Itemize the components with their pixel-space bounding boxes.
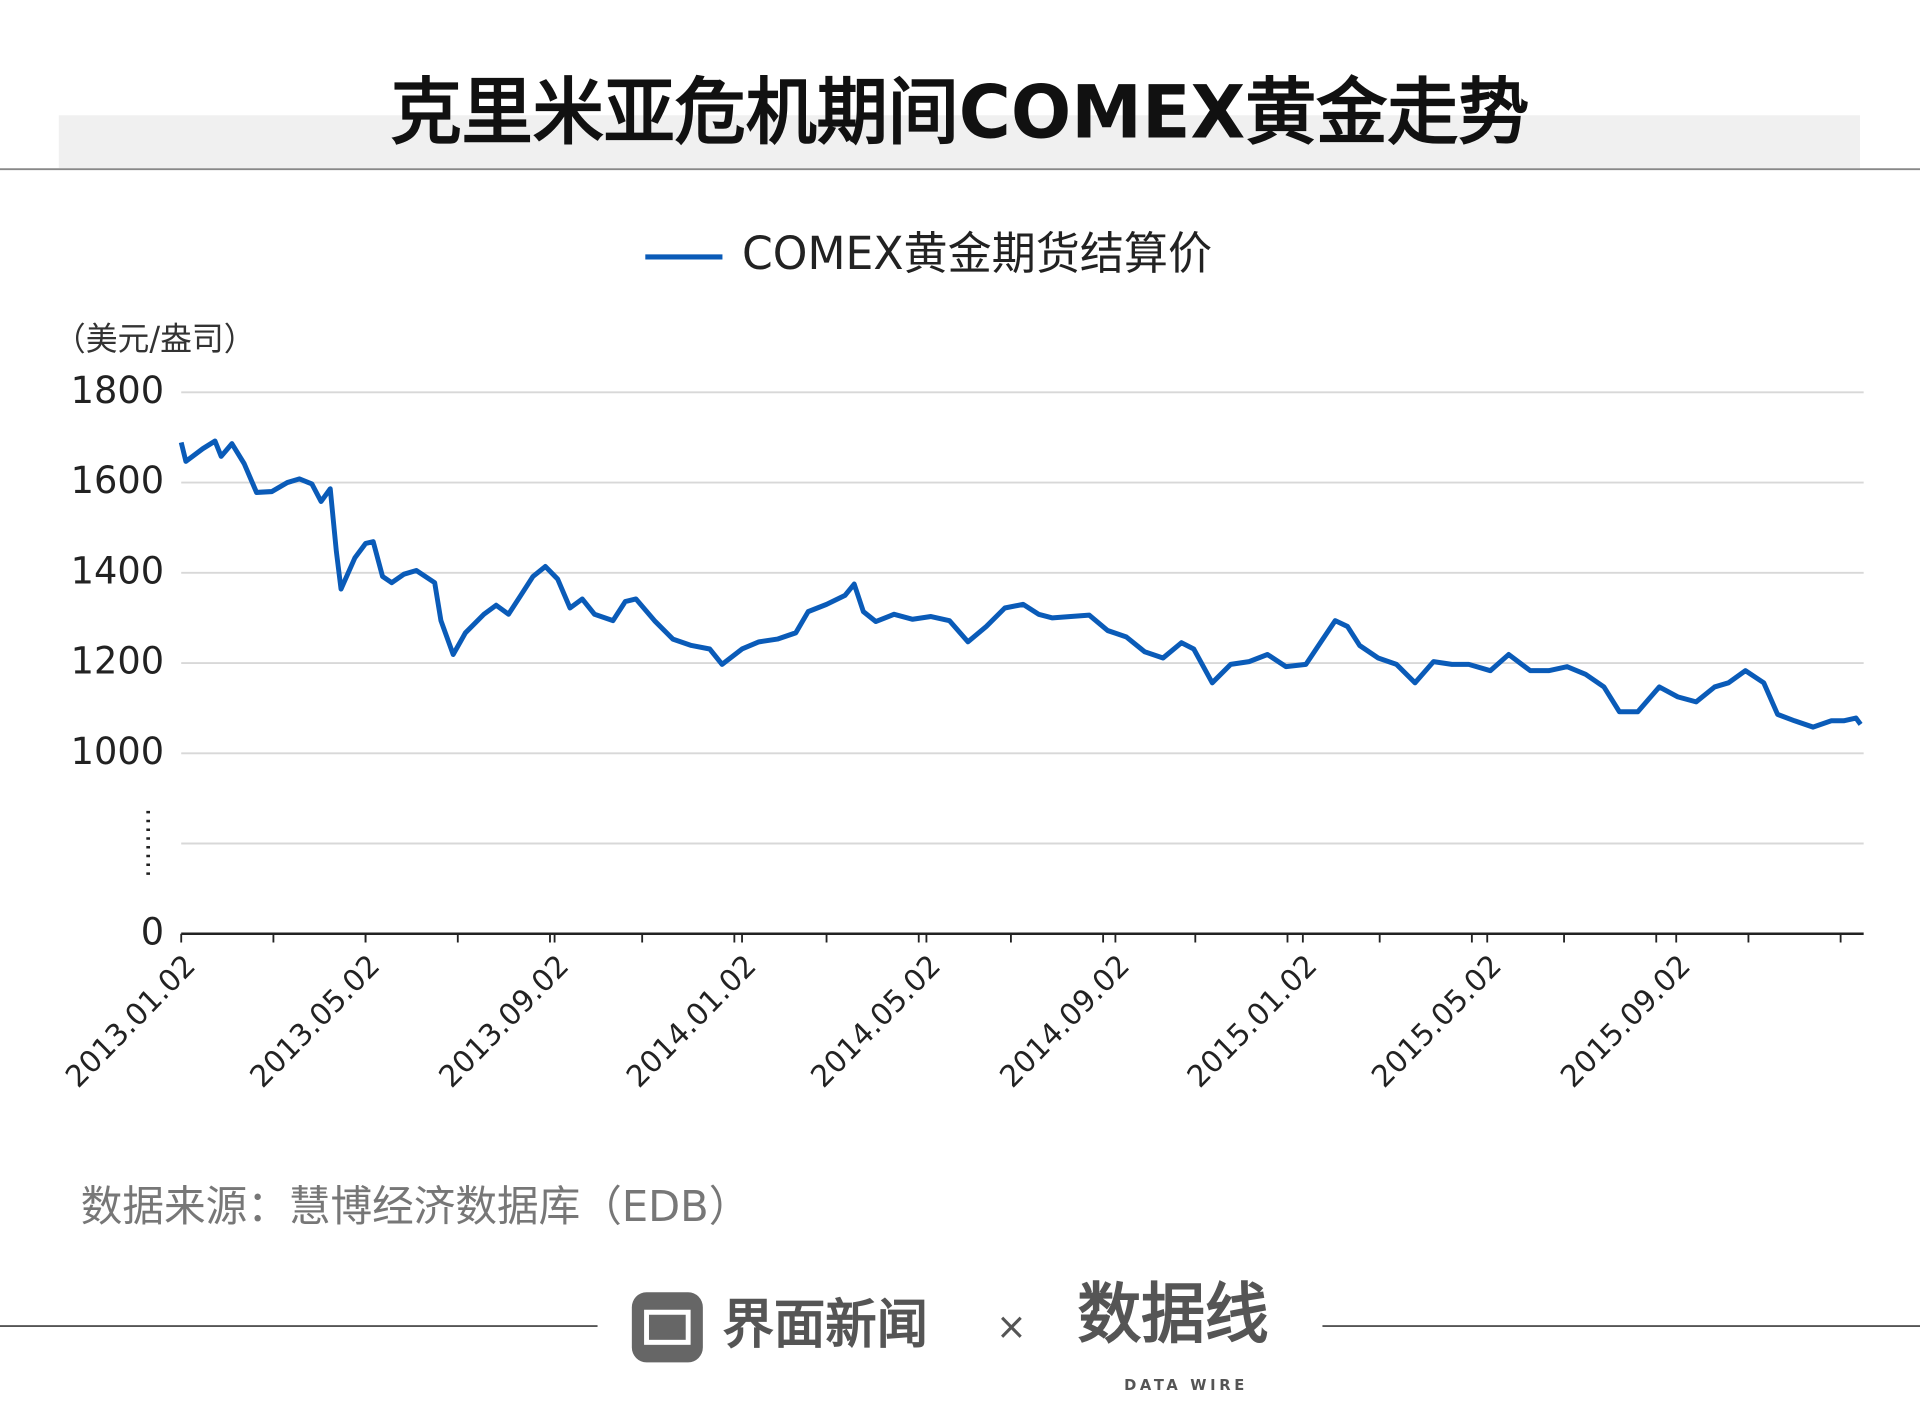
- y-tick-label: 1800: [71, 368, 164, 413]
- x-tick-label: 2015.01.02: [1181, 948, 1324, 1095]
- source-note: 数据来源：慧博经济数据库（EDB）: [81, 1182, 751, 1232]
- y-tick-label: 1000: [71, 728, 164, 773]
- x-tick-label: 2015.09.02: [1554, 948, 1697, 1095]
- y-tick-label: 1600: [71, 458, 164, 503]
- x-tick-label: 2014.09.02: [993, 948, 1136, 1095]
- x-tick-label: 2014.01.02: [620, 948, 763, 1095]
- chart-title: 克里米亚危机期间COMEX黄金走势: [391, 70, 1530, 155]
- y-tick-label: 1200: [71, 638, 164, 683]
- y-tick-label: 0: [141, 909, 164, 954]
- footer-partner: 数据线: [1078, 1277, 1269, 1353]
- footer-partner-en: DATA WIRE: [1124, 1376, 1248, 1394]
- footer-brand: 界面新闻: [722, 1295, 928, 1356]
- title-band: [58, 115, 1860, 168]
- x-tick-label: 2015.05.02: [1365, 948, 1508, 1095]
- brand-logo: [631, 1292, 703, 1363]
- x-tick-label: 2013.09.02: [433, 948, 576, 1095]
- footer-times: ×: [996, 1304, 1027, 1349]
- x-tick-label: 2013.05.02: [244, 948, 387, 1095]
- y-axis-label: （美元/盎司）: [54, 320, 256, 358]
- data-line: [178, 438, 1863, 730]
- y-tick-label: 1400: [71, 548, 164, 593]
- legend-label: COMEX黄金期货结算价: [742, 228, 1212, 281]
- brand-logo-glyph: [644, 1309, 691, 1345]
- x-tick-label: 2014.05.02: [804, 948, 947, 1095]
- x-tick-label: 2013.01.02: [59, 948, 202, 1095]
